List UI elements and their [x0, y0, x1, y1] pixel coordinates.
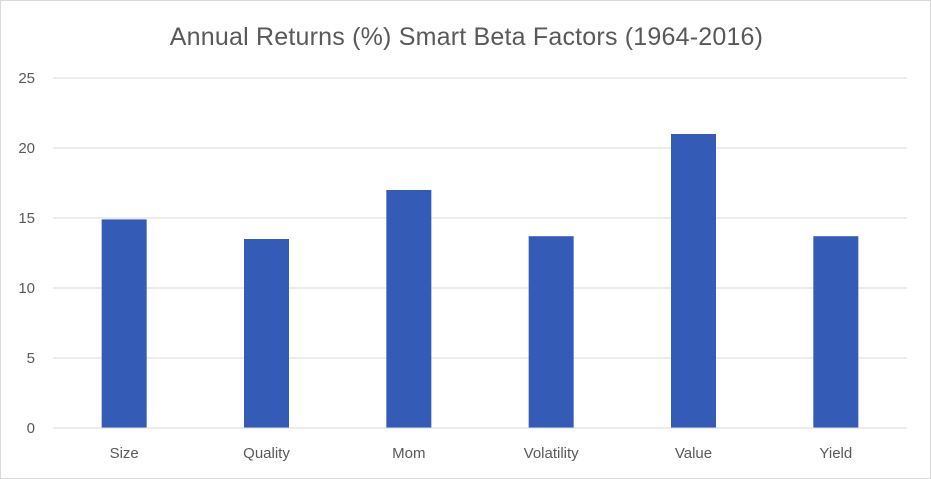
- y-tick-label: 25: [18, 70, 35, 87]
- bar-yield: [813, 236, 859, 428]
- bars: [101, 134, 859, 428]
- y-tick-label: 15: [18, 210, 35, 227]
- y-tick-label: 10: [18, 280, 35, 297]
- bar-mom: [386, 190, 432, 428]
- x-tick-label-size: Size: [110, 445, 139, 462]
- gridlines: [53, 77, 907, 429]
- y-axis-ticks: 0 5 10 15 20 25: [18, 70, 35, 437]
- chart-title: Annual Returns (%) Smart Beta Factors (1…: [169, 23, 764, 51]
- x-tick-label-mom: Mom: [392, 445, 425, 462]
- bar-value: [671, 134, 716, 428]
- x-tick-label-quality: Quality: [243, 445, 290, 462]
- x-axis-ticks: Size Quality Mom Volatility Value Yield: [110, 445, 853, 462]
- bar-quality: [244, 239, 289, 428]
- y-tick-label: 5: [27, 350, 35, 367]
- x-tick-label-volatility: Volatility: [524, 445, 580, 462]
- x-tick-label-value: Value: [675, 445, 712, 462]
- x-tick-label-yield: Yield: [819, 445, 852, 462]
- y-tick-label: 0: [27, 420, 35, 437]
- bar-volatility: [528, 236, 574, 428]
- y-tick-label: 20: [18, 140, 35, 157]
- bar-size: [101, 219, 147, 428]
